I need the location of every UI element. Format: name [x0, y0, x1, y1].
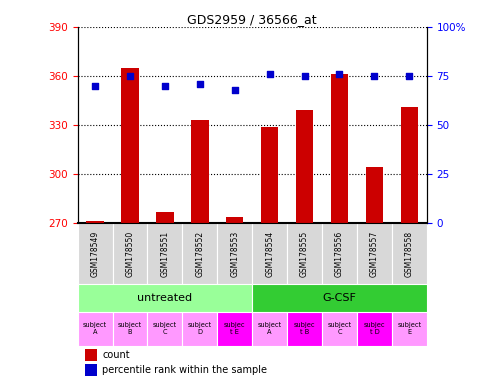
Text: subject
C: subject C: [152, 322, 177, 335]
Text: GSM178550: GSM178550: [125, 230, 134, 277]
Text: count: count: [102, 350, 129, 360]
Bar: [112, 223, 147, 285]
Text: GSM178552: GSM178552: [195, 231, 204, 277]
Text: subjec
t D: subjec t D: [363, 322, 384, 335]
Bar: [295, 110, 313, 223]
Bar: [112, 312, 147, 346]
Bar: [287, 312, 321, 346]
Bar: [391, 312, 426, 346]
Bar: [356, 223, 391, 285]
Bar: [400, 107, 417, 223]
Point: [126, 73, 134, 79]
Text: percentile rank within the sample: percentile rank within the sample: [102, 365, 267, 375]
Bar: [147, 312, 182, 346]
Point: [300, 73, 308, 79]
Text: subject
B: subject B: [118, 322, 142, 335]
Bar: [226, 217, 243, 223]
Text: GSM178558: GSM178558: [404, 231, 413, 277]
Bar: [86, 222, 104, 223]
Point: [265, 71, 273, 77]
Bar: [182, 312, 217, 346]
Bar: [84, 349, 97, 361]
Bar: [252, 223, 287, 285]
Point: [370, 73, 378, 79]
Bar: [84, 364, 97, 376]
Text: G-CSF: G-CSF: [322, 293, 356, 303]
Bar: [321, 223, 356, 285]
Text: GSM178553: GSM178553: [230, 230, 239, 277]
Bar: [182, 223, 217, 285]
Text: subjec
t B: subjec t B: [293, 322, 315, 335]
Bar: [217, 223, 252, 285]
Bar: [330, 74, 348, 223]
Bar: [365, 167, 382, 223]
Text: GSM178551: GSM178551: [160, 231, 169, 277]
Bar: [77, 223, 112, 285]
Bar: [217, 312, 252, 346]
Text: GSM178549: GSM178549: [91, 230, 99, 277]
Bar: [156, 212, 173, 223]
Text: subject
C: subject C: [327, 322, 351, 335]
Title: GDS2959 / 36566_at: GDS2959 / 36566_at: [187, 13, 317, 26]
Text: GSM178557: GSM178557: [369, 230, 378, 277]
Bar: [77, 312, 112, 346]
Bar: [191, 120, 208, 223]
Point: [91, 83, 99, 89]
Bar: [356, 312, 391, 346]
Text: subject
D: subject D: [187, 322, 212, 335]
Text: subjec
t E: subjec t E: [224, 322, 245, 335]
Point: [405, 73, 412, 79]
Bar: [252, 312, 287, 346]
Point: [230, 86, 238, 93]
Bar: [147, 223, 182, 285]
Bar: [391, 223, 426, 285]
Text: GSM178555: GSM178555: [300, 230, 308, 277]
Text: untreated: untreated: [137, 293, 192, 303]
Text: GSM178554: GSM178554: [265, 230, 273, 277]
Bar: [121, 68, 138, 223]
Bar: [260, 127, 278, 223]
Bar: [77, 285, 252, 312]
Bar: [252, 285, 426, 312]
Point: [196, 81, 203, 87]
Point: [161, 83, 168, 89]
Bar: [287, 223, 321, 285]
Text: subject
A: subject A: [257, 322, 281, 335]
Text: subject
A: subject A: [83, 322, 107, 335]
Bar: [321, 312, 356, 346]
Text: subject
E: subject E: [396, 322, 421, 335]
Text: GSM178556: GSM178556: [334, 230, 343, 277]
Point: [335, 71, 343, 77]
